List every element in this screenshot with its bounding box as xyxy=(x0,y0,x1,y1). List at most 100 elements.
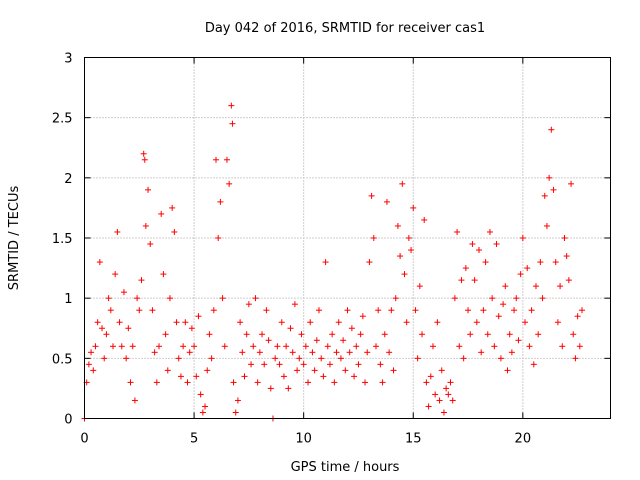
data-point xyxy=(526,343,533,350)
data-point xyxy=(489,295,496,302)
ticks-layer xyxy=(84,57,611,419)
data-point xyxy=(254,379,261,386)
data-point xyxy=(576,343,583,350)
x-tick-label: 15 xyxy=(405,432,422,447)
data-point xyxy=(280,373,287,380)
data-point xyxy=(151,349,158,356)
y-tick-label: 1 xyxy=(64,292,72,307)
data-point xyxy=(390,367,397,374)
data-point xyxy=(340,337,347,344)
data-point xyxy=(142,222,149,229)
data-point xyxy=(331,379,338,386)
data-point xyxy=(438,367,445,374)
data-point xyxy=(96,259,103,266)
data-point xyxy=(109,343,116,350)
y-tick-label: 1.5 xyxy=(52,232,73,247)
data-point xyxy=(241,373,248,380)
data-point xyxy=(219,295,226,302)
data-point xyxy=(456,343,463,350)
data-point xyxy=(362,379,369,386)
data-point xyxy=(447,379,454,386)
data-point xyxy=(195,313,202,320)
data-point xyxy=(248,361,255,368)
data-point xyxy=(107,307,114,314)
data-point xyxy=(215,235,222,241)
data-point xyxy=(364,349,371,356)
data-point xyxy=(237,319,244,326)
data-point xyxy=(478,349,485,356)
data-point xyxy=(355,361,362,368)
y-tick-label: 0.5 xyxy=(52,352,73,367)
data-point xyxy=(300,361,307,368)
data-point xyxy=(506,331,513,338)
data-point xyxy=(316,307,323,314)
data-point xyxy=(546,174,553,181)
data-point xyxy=(559,343,566,350)
data-point xyxy=(530,361,537,368)
data-point xyxy=(311,367,318,374)
data-point xyxy=(368,192,375,199)
data-point xyxy=(259,331,266,338)
y-tick-label: 3 xyxy=(64,52,72,67)
x-tick-label: 0 xyxy=(80,432,88,447)
data-point xyxy=(250,343,257,350)
data-point xyxy=(405,235,412,241)
data-point xyxy=(388,307,395,314)
data-point xyxy=(272,355,279,362)
data-point xyxy=(305,379,312,386)
data-point xyxy=(173,319,180,326)
data-point xyxy=(561,235,568,241)
data-point xyxy=(565,277,572,284)
data-point xyxy=(421,216,428,223)
data-point xyxy=(188,325,195,332)
data-point xyxy=(105,295,112,302)
data-point xyxy=(302,343,309,350)
data-point xyxy=(313,337,320,344)
data-point xyxy=(123,355,130,362)
data-point xyxy=(141,156,148,163)
data-point xyxy=(440,409,447,416)
data-point xyxy=(465,307,472,314)
data-point xyxy=(458,277,465,284)
data-point xyxy=(397,253,404,260)
data-point xyxy=(226,180,233,187)
data-point xyxy=(204,367,211,374)
data-point xyxy=(333,349,340,356)
data-point xyxy=(537,259,544,266)
data-point xyxy=(182,319,189,326)
data-point xyxy=(156,343,163,350)
data-point xyxy=(171,228,178,235)
data-point xyxy=(408,247,415,254)
y-tick-label: 2 xyxy=(64,172,72,187)
data-point xyxy=(324,343,331,350)
data-point xyxy=(160,271,167,278)
data-point xyxy=(550,186,557,193)
data-point xyxy=(291,301,298,308)
data-point xyxy=(491,343,498,350)
data-point xyxy=(519,235,526,241)
data-point xyxy=(149,307,156,314)
data-point xyxy=(497,355,504,362)
data-point xyxy=(329,331,336,338)
data-point xyxy=(320,373,327,380)
data-point xyxy=(379,379,386,386)
data-point xyxy=(239,349,246,356)
data-point xyxy=(462,265,469,272)
data-point xyxy=(386,349,393,356)
data-point xyxy=(383,198,390,205)
data-point xyxy=(114,228,121,235)
data-point xyxy=(289,349,296,356)
data-point xyxy=(454,228,461,235)
data-point xyxy=(346,349,353,356)
data-point xyxy=(208,355,215,362)
data-point xyxy=(229,120,236,127)
x-tick-label: 10 xyxy=(295,432,312,447)
data-point xyxy=(217,198,224,205)
data-point xyxy=(263,307,270,314)
data-point xyxy=(125,325,132,332)
data-point xyxy=(543,222,550,229)
tick-labels: 0 0.5 1 1.5 2 2.5 3 0 5 10 15 20 xyxy=(52,52,531,447)
data-point xyxy=(480,307,487,314)
data-point xyxy=(342,367,349,374)
data-point xyxy=(221,343,228,350)
